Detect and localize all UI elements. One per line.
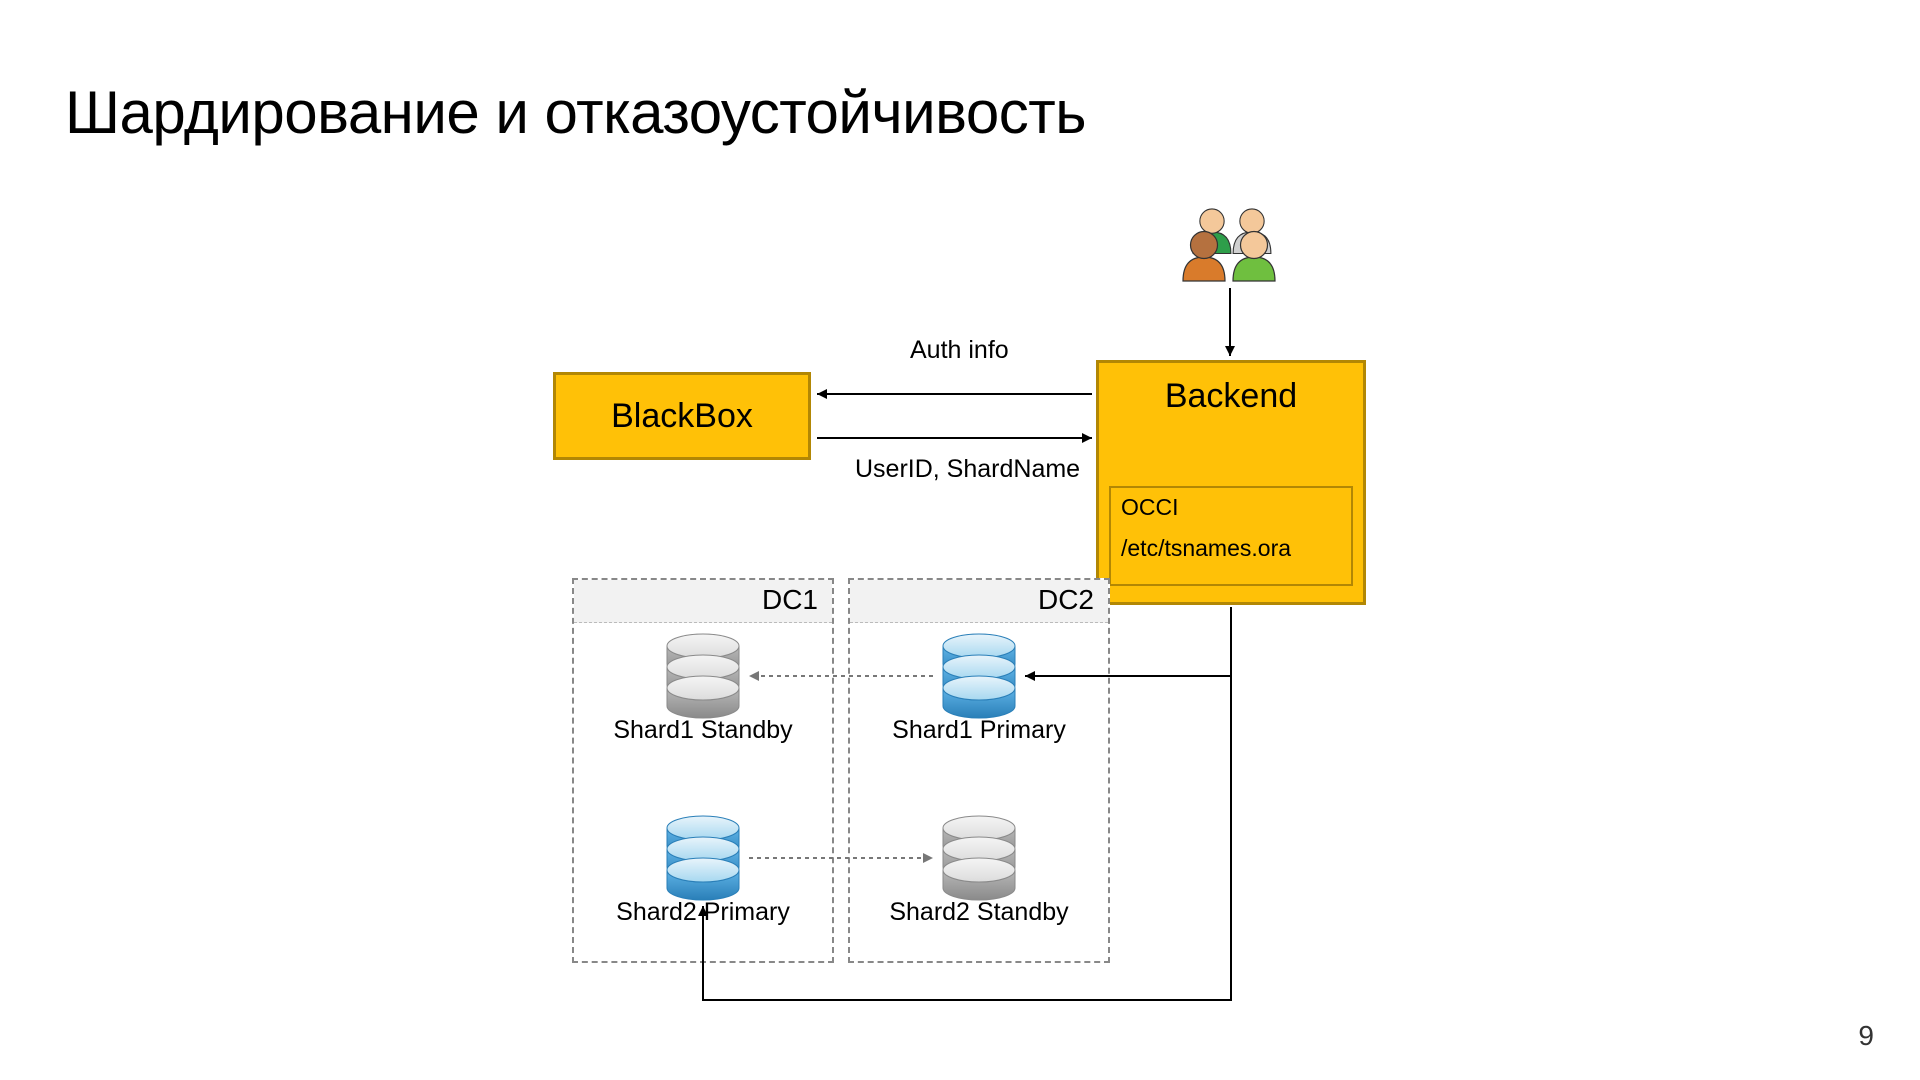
shard1-standby-label: Shard1 Standby <box>593 716 813 745</box>
slide-title: Шардирование и отказоустойчивость <box>65 78 1086 147</box>
occi-label: OCCI <box>1121 494 1341 521</box>
slide: Шардирование и отказоустойчивость 9 Blac… <box>0 0 1920 1080</box>
dc1-header: DC1 <box>574 580 832 623</box>
auth-info-label: Auth info <box>910 336 1009 365</box>
shard1-primary-label: Shard1 Primary <box>869 716 1089 745</box>
shard2-primary-label: Shard2 Primary <box>593 898 813 927</box>
userid-shard-label: UserID, ShardName <box>855 455 1080 484</box>
blackbox-box: BlackBox <box>553 372 811 460</box>
dc2-header: DC2 <box>850 580 1108 623</box>
shard2-standby-label: Shard2 Standby <box>869 898 1089 927</box>
backend-inner-box: OCCI /etc/tsnames.ora <box>1109 486 1353 586</box>
blackbox-label: BlackBox <box>611 397 753 436</box>
backend-label: Backend <box>1099 377 1363 416</box>
tnsnames-label: /etc/tsnames.ora <box>1121 535 1341 562</box>
page-number: 9 <box>1858 1020 1874 1052</box>
